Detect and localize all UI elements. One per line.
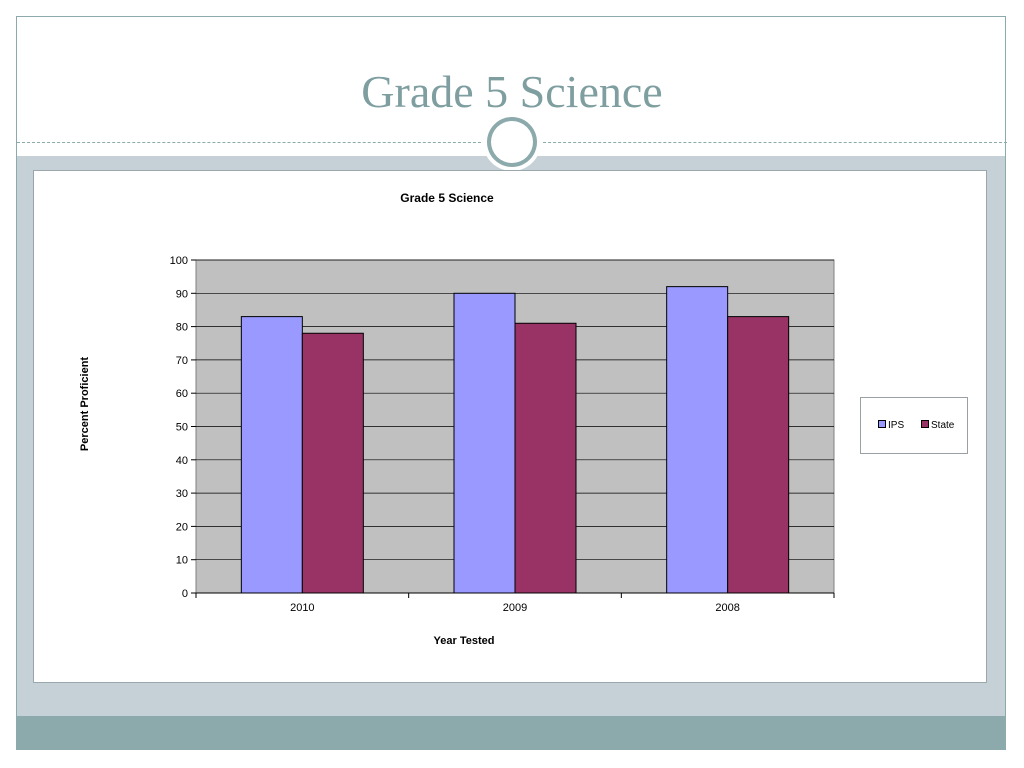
x-tick-label: 2010: [290, 602, 314, 614]
legend-item-state: State: [921, 420, 954, 432]
legend-label-state: State: [931, 420, 955, 431]
legend-item-ips: IPS: [878, 420, 904, 432]
y-tick-label: 30: [176, 488, 188, 500]
legend-swatch-ips: [878, 420, 886, 429]
chart-legend: IPS State: [860, 397, 968, 454]
bar-state-2009: [514, 322, 577, 594]
bar-ips-2010: [240, 316, 303, 594]
x-tick-label: 2008: [715, 602, 739, 614]
y-tick-label: 40: [176, 455, 188, 467]
legend-swatch-state: [921, 420, 929, 429]
y-tick-label: 10: [176, 555, 188, 567]
chart-title: Grade 5 Science: [400, 191, 494, 205]
footer-band: [17, 716, 1005, 749]
x-axis-label: Year Tested: [434, 635, 495, 647]
y-tick-label: 80: [176, 322, 188, 334]
bar-ips-2008: [666, 286, 729, 594]
y-tick-label: 60: [176, 388, 188, 400]
bar-ips-2009: [453, 292, 516, 594]
y-tick-label: 100: [170, 255, 188, 267]
x-tick-label: 2009: [503, 602, 527, 614]
y-tick-label: 50: [176, 422, 188, 434]
slide-title: Grade 5 Science: [361, 66, 663, 117]
divider-ring-center: [491, 121, 533, 163]
bar-state-2008: [727, 316, 790, 594]
bar-state-2010: [301, 332, 364, 594]
y-tick-label: 0: [182, 588, 188, 600]
y-tick-label: 20: [176, 521, 188, 533]
chart-frame: Grade 5 Science Year Tested Percent Prof…: [33, 170, 987, 683]
y-axis-label: Percent Proficient: [79, 357, 91, 451]
bar-chart: Grade 5 Science Year Tested Percent Prof…: [79, 191, 835, 647]
legend-label-ips: IPS: [888, 420, 905, 431]
y-tick-label: 70: [176, 355, 188, 367]
y-tick-label: 90: [176, 288, 188, 300]
